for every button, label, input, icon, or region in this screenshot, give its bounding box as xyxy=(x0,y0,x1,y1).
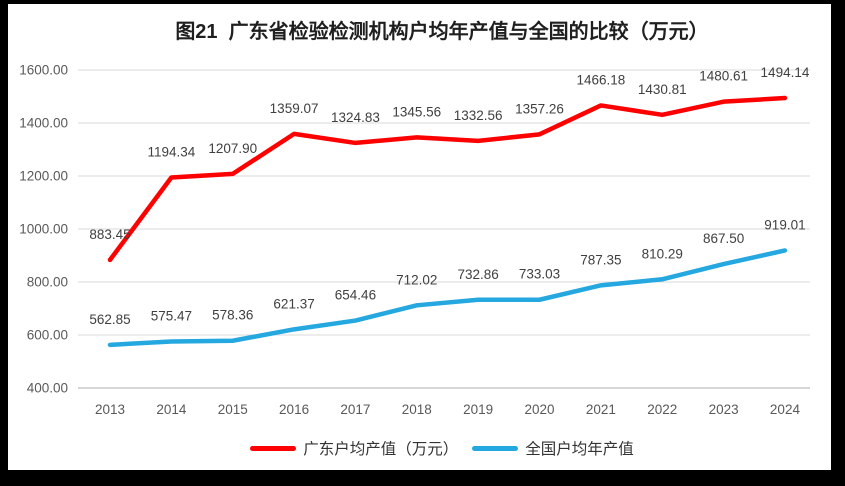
frame-border-bottom xyxy=(0,470,845,486)
data-label-guangdong: 1359.07 xyxy=(270,101,319,116)
legend-item-guangdong: 广东户均产值（万元） xyxy=(250,437,458,459)
x-tick-label: 2019 xyxy=(463,402,493,417)
x-tick-label: 2016 xyxy=(279,402,309,417)
y-tick-label: 600.00 xyxy=(27,328,68,343)
y-tick-label: 1000.00 xyxy=(19,222,68,237)
x-tick-label: 2013 xyxy=(95,402,125,417)
legend-label-national: 全国户均年产值 xyxy=(525,441,634,458)
x-tick-label: 2022 xyxy=(647,402,677,417)
data-label-national: 654.46 xyxy=(335,288,376,303)
data-label-national: 867.50 xyxy=(703,231,744,246)
data-label-guangdong: 1430.81 xyxy=(638,82,687,97)
data-label-guangdong: 1494.14 xyxy=(761,65,810,80)
x-tick-label: 2015 xyxy=(218,402,248,417)
data-label-guangdong: 1357.26 xyxy=(515,101,564,116)
frame-border-left xyxy=(0,0,8,486)
y-tick-label: 800.00 xyxy=(27,275,68,290)
y-tick-label: 1400.00 xyxy=(19,116,68,131)
x-tick-label: 2018 xyxy=(402,402,432,417)
data-label-national: 733.03 xyxy=(519,267,560,282)
frame-border-right xyxy=(831,0,845,486)
data-label-guangdong: 883.45 xyxy=(89,227,130,242)
y-tick-label: 400.00 xyxy=(27,381,68,396)
x-tick-label: 2021 xyxy=(586,402,616,417)
data-label-guangdong: 1480.61 xyxy=(699,69,748,84)
data-label-national: 578.36 xyxy=(212,308,253,323)
data-label-national: 732.86 xyxy=(458,267,499,282)
x-tick-label: 2020 xyxy=(524,402,554,417)
chart-legend: 广东户均产值（万元） 全国户均年产值 xyxy=(74,436,810,460)
y-tick-label: 1600.00 xyxy=(19,63,68,78)
legend-line-sample-guangdong xyxy=(250,445,297,451)
series-line-guangdong xyxy=(107,95,788,263)
data-label-national: 562.85 xyxy=(89,312,130,327)
legend-label-guangdong: 广东户均产值（万元） xyxy=(303,441,459,458)
data-label-guangdong: 1194.34 xyxy=(147,144,195,159)
data-label-guangdong: 1207.90 xyxy=(208,141,257,156)
data-label-guangdong: 1332.56 xyxy=(454,108,503,123)
data-label-national: 621.37 xyxy=(273,296,314,311)
data-label-guangdong: 1324.83 xyxy=(331,110,380,125)
series-line-national xyxy=(107,248,788,348)
data-label-national: 787.35 xyxy=(580,252,621,267)
data-label-national: 810.29 xyxy=(642,246,683,261)
y-tick-label: 1200.00 xyxy=(19,169,68,184)
data-label-guangdong: 1345.56 xyxy=(392,104,441,119)
data-label-guangdong: 1466.18 xyxy=(576,72,625,87)
frame-border-top xyxy=(0,0,845,4)
legend-line-sample-national xyxy=(472,445,519,451)
x-tick-label: 2017 xyxy=(340,402,370,417)
data-label-national: 575.47 xyxy=(151,309,192,324)
legend-item-national: 全国户均年产值 xyxy=(472,437,634,459)
data-label-national: 712.02 xyxy=(396,272,437,287)
data-label-national: 919.01 xyxy=(764,217,805,232)
chart-title: 图21 广东省检验检测机构户均年产值与全国的比较（万元） xyxy=(175,21,709,43)
x-tick-label: 2024 xyxy=(770,402,801,417)
x-tick-label: 2014 xyxy=(156,402,187,417)
x-tick-label: 2023 xyxy=(709,402,739,417)
